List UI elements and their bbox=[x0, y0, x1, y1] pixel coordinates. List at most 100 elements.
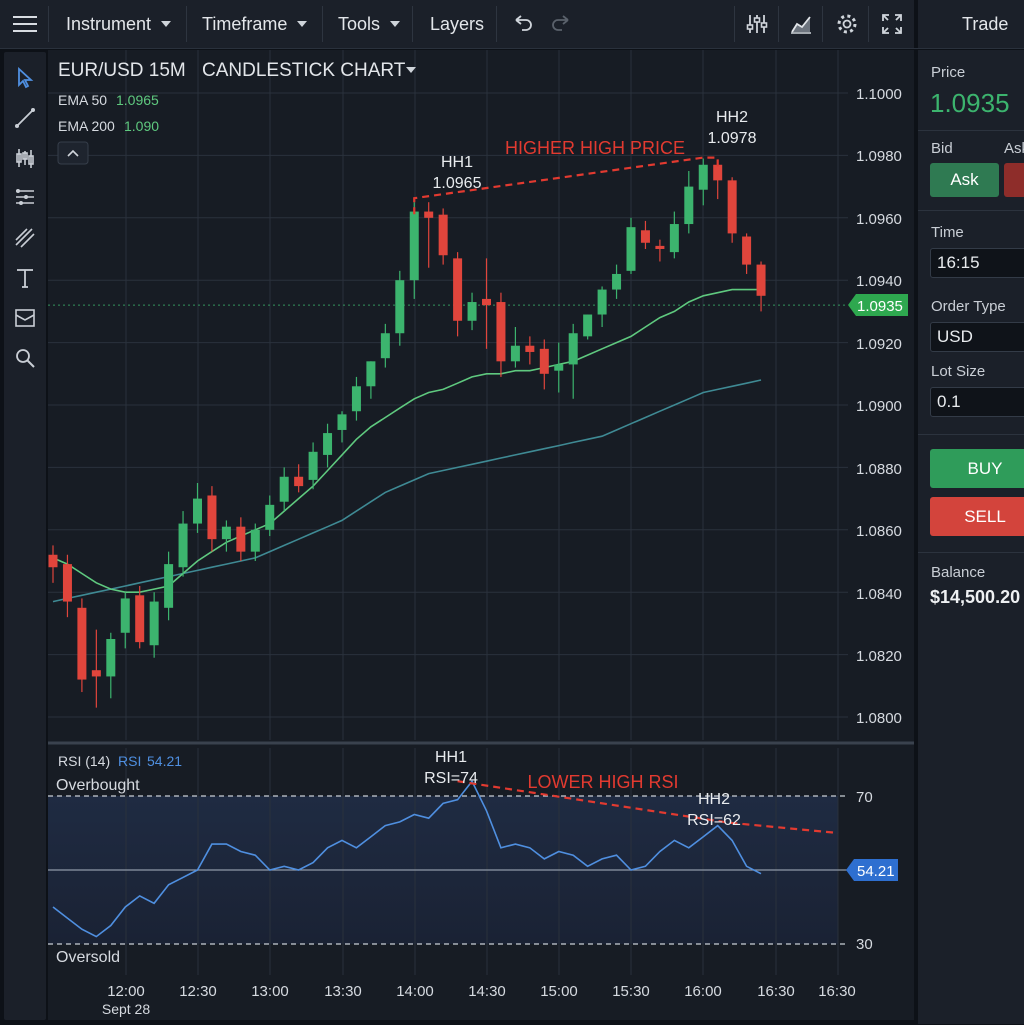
indicator-settings-icon[interactable] bbox=[745, 0, 769, 48]
candle-body bbox=[265, 504, 275, 530]
buy-button[interactable]: BUY bbox=[930, 449, 1024, 488]
candle-body bbox=[106, 639, 116, 677]
panel-divider bbox=[918, 552, 1024, 553]
candles-icon[interactable] bbox=[13, 146, 37, 170]
sell-price-button[interactable] bbox=[1004, 163, 1024, 197]
rectangle-tool-icon[interactable] bbox=[13, 306, 37, 330]
rsi-series-value: 54.21 bbox=[147, 753, 182, 769]
oversold-label: Oversold bbox=[56, 949, 120, 966]
time-tick: 13:30 bbox=[324, 983, 362, 1000]
time-label: Time bbox=[931, 224, 964, 241]
balance-label: Balance bbox=[931, 564, 986, 581]
candle-body bbox=[539, 348, 549, 374]
order-type-label: Order Type bbox=[931, 298, 1006, 315]
candle-body bbox=[568, 333, 578, 365]
candle-body bbox=[395, 280, 405, 334]
tools-menu[interactable]: Tools bbox=[338, 0, 401, 48]
candle-body bbox=[279, 476, 289, 502]
panel-divider bbox=[918, 210, 1024, 211]
hh1-rsi-label: HH1 bbox=[435, 749, 467, 766]
hh2-price-label: HH2 bbox=[716, 109, 748, 126]
chart-type-label[interactable]: CANDLESTICK CHART bbox=[202, 60, 406, 81]
fullscreen-icon[interactable] bbox=[880, 0, 904, 48]
rsi-level-70: 70 bbox=[856, 789, 873, 806]
ema200-label: EMA 200 bbox=[58, 118, 115, 134]
lot-size-input[interactable]: 0.1 bbox=[930, 387, 1024, 417]
current-price-tag: 1.0935 bbox=[848, 294, 908, 316]
price-tick: 1.0940 bbox=[856, 273, 902, 290]
rsi-title: RSI (14) bbox=[58, 753, 110, 769]
ema50-line bbox=[52, 288, 761, 593]
price-tick: 1.0980 bbox=[856, 148, 902, 165]
candle-body bbox=[756, 264, 766, 296]
price-tick: 1.0800 bbox=[856, 710, 902, 727]
price-label: Price bbox=[931, 64, 966, 81]
area-chart-icon[interactable] bbox=[789, 0, 813, 48]
instrument-menu-label: Instrument bbox=[66, 13, 152, 34]
price-axis: 1.1000 1.0980 1.0960 1.0940 1.0920 1.090… bbox=[856, 86, 902, 727]
toolbar-divider bbox=[412, 6, 413, 42]
zoom-icon[interactable] bbox=[13, 346, 37, 370]
undo-icon[interactable] bbox=[512, 0, 534, 48]
candle-body bbox=[193, 498, 202, 524]
ask-button[interactable]: Ask bbox=[930, 163, 999, 197]
candle-body bbox=[453, 258, 463, 321]
chart-area[interactable]: 1.1000 1.0980 1.0960 1.0940 1.0920 1.090… bbox=[48, 50, 914, 1020]
time-field[interactable]: 16:15 bbox=[930, 248, 1024, 278]
toolbar-gap bbox=[914, 0, 918, 48]
candles bbox=[48, 158, 766, 708]
chevron-down-icon[interactable] bbox=[406, 67, 416, 73]
hh2-rsi-value: RSI=62 bbox=[687, 812, 741, 829]
sell-button[interactable]: SELL bbox=[930, 497, 1024, 536]
bid-label: Bid bbox=[931, 140, 953, 157]
candle-body bbox=[669, 224, 679, 253]
candle-body bbox=[48, 554, 58, 568]
candle-body bbox=[583, 314, 593, 337]
balance-value: $14,500.20 bbox=[930, 587, 1021, 607]
rsi-value-tag: 54.21 bbox=[846, 859, 898, 881]
candle-body bbox=[626, 227, 636, 271]
toolbar-divider bbox=[734, 6, 735, 42]
top-toolbar: Instrument Timeframe Tools Layers Trade bbox=[0, 0, 1024, 49]
chart-overlay bbox=[413, 156, 839, 835]
ema50-label: EMA 50 bbox=[58, 92, 107, 108]
gear-icon[interactable] bbox=[835, 0, 859, 48]
text-tool-icon[interactable] bbox=[13, 266, 37, 290]
timeframe-menu[interactable]: Timeframe bbox=[202, 0, 308, 48]
layers-menu[interactable]: Layers bbox=[430, 0, 484, 48]
time-tick-16-30: 16:30 bbox=[818, 983, 856, 1000]
price-chart[interactable]: 1.1000 1.0980 1.0960 1.0940 1.0920 1.090… bbox=[48, 50, 914, 1020]
trade-tab[interactable]: Trade bbox=[962, 0, 1008, 48]
hamburger-menu-icon[interactable] bbox=[12, 0, 38, 48]
symbol-label[interactable]: EUR/USD 15M bbox=[58, 60, 186, 81]
chevron-up-icon bbox=[67, 149, 79, 157]
cursor-icon[interactable] bbox=[13, 66, 37, 90]
brush-icon[interactable] bbox=[13, 226, 37, 250]
toolbar-divider bbox=[322, 6, 323, 42]
collapse-legend-button[interactable] bbox=[57, 141, 89, 165]
candle-body bbox=[250, 529, 260, 552]
drawing-toolbar bbox=[4, 52, 46, 1020]
instrument-menu[interactable]: Instrument bbox=[66, 0, 172, 48]
price-tick: 1.0880 bbox=[856, 461, 902, 478]
time-tick: 13:00 bbox=[251, 983, 289, 1000]
candle-body bbox=[323, 433, 333, 455]
candle-body bbox=[554, 364, 564, 371]
toolbar-divider bbox=[868, 6, 869, 42]
candle-body bbox=[91, 670, 101, 677]
candle-body bbox=[655, 245, 665, 249]
candle-body bbox=[62, 564, 72, 602]
fibonacci-icon[interactable] bbox=[13, 186, 37, 210]
price-tick: 1.0920 bbox=[856, 336, 902, 353]
redo-icon[interactable] bbox=[550, 0, 572, 48]
candle-body bbox=[597, 289, 607, 315]
rsi-line-group bbox=[52, 779, 762, 938]
toolbar-divider bbox=[496, 6, 497, 42]
trend-line-icon[interactable] bbox=[13, 106, 37, 130]
hh2-rsi-label: HH2 bbox=[698, 791, 730, 808]
order-type-select[interactable]: USD bbox=[930, 322, 1024, 352]
toolbar-divider bbox=[822, 6, 823, 42]
time-tick: 15:30 bbox=[612, 983, 650, 1000]
ask-label: Ask bbox=[1004, 140, 1024, 157]
panel-divider bbox=[918, 434, 1024, 435]
